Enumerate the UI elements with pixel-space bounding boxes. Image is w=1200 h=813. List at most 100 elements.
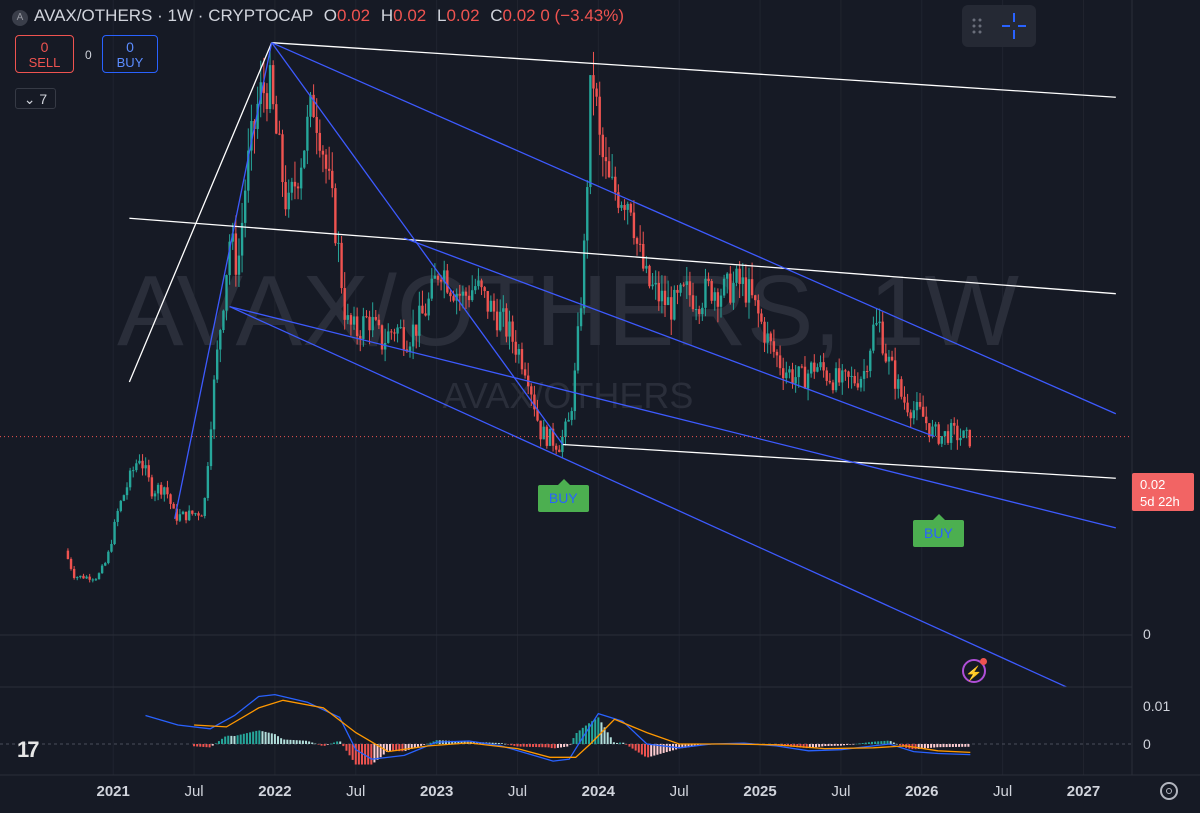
candle-body [433, 275, 437, 279]
crosshair-icon[interactable] [1002, 13, 1026, 39]
candle-body [206, 466, 210, 498]
macd-histogram-bar [364, 744, 367, 765]
tradingview-logo-icon[interactable]: 17 [17, 737, 40, 762]
macd-histogram-bar [967, 744, 970, 747]
candle-body [875, 323, 878, 325]
candle-body [312, 94, 315, 118]
candle-body [769, 333, 772, 342]
macd-histogram-bar [280, 738, 283, 744]
macd-histogram-bar [373, 744, 376, 763]
time-axis-label: 2027 [1066, 783, 1101, 800]
candle-body [377, 319, 381, 326]
candle-body [632, 212, 636, 239]
alert-bolt-icon[interactable]: ⚡ [962, 658, 987, 683]
candle-body [595, 88, 598, 97]
macd-histogram-bar [606, 732, 609, 744]
candle-body [278, 133, 281, 135]
macd-histogram-bar [958, 744, 961, 747]
candle-body [772, 341, 776, 352]
candle-body [853, 375, 856, 384]
candle-body [694, 309, 698, 311]
candle-body [259, 82, 262, 104]
symbol-header[interactable]: A AVAX/OTHERS · 1W · CRYPTOCAP O0.02 H0.0… [12, 6, 624, 26]
macd-histogram-bar [575, 733, 578, 744]
macd-histogram-bar [249, 732, 252, 744]
macd-histogram-bar [385, 744, 388, 752]
candle-body [402, 327, 405, 350]
candle-body [262, 82, 266, 94]
macd-histogram-bar [563, 744, 566, 747]
candle-body [869, 350, 872, 372]
symbol-name[interactable]: AVAX/OTHERS [34, 6, 153, 25]
macd-histogram-bar [634, 744, 637, 751]
candle-body [452, 296, 455, 301]
macd-histogram-bar [326, 744, 329, 745]
candle-body [293, 181, 297, 187]
candle-body [887, 356, 891, 362]
macd-histogram-bar [497, 742, 500, 744]
candle-body [931, 426, 934, 437]
candle-body [576, 326, 580, 371]
buy-button[interactable]: 0 BUY [102, 35, 158, 73]
macd-histogram-bar [311, 742, 314, 744]
candle-body [396, 327, 399, 334]
macd-histogram-bar [317, 744, 320, 745]
candle-body [781, 368, 785, 379]
symbol-logo-icon: A [12, 10, 28, 26]
candle-body [318, 132, 322, 151]
candle-body [122, 495, 126, 501]
macd-histogram-bar [370, 744, 373, 765]
candle-body [128, 470, 132, 488]
candle-body [834, 368, 838, 391]
candle-body [732, 282, 735, 303]
trendlines[interactable] [128, 42, 1117, 710]
macd-histogram-bar [892, 742, 895, 744]
macd-histogram-bar [895, 743, 898, 745]
macd-histogram-bar [662, 744, 665, 753]
candle-body [542, 426, 545, 440]
interval[interactable]: 1W [167, 6, 194, 25]
time-axis-label: 2025 [743, 783, 777, 800]
candle-body [91, 579, 94, 581]
candle-body [477, 280, 480, 287]
settings-gear-icon[interactable] [1160, 782, 1178, 800]
candle-body [424, 313, 427, 316]
macd-histogram-bar [581, 727, 584, 744]
candle-body [523, 369, 527, 376]
candle-body [374, 317, 377, 320]
candle-body [415, 324, 418, 336]
macd-histogram-bar [899, 744, 902, 746]
candle-body [365, 316, 368, 318]
macd-histogram-bar [211, 744, 214, 746]
time-axis-label: 2026 [905, 783, 939, 800]
candle-body [461, 291, 465, 296]
macd-histogram-bar [401, 744, 404, 752]
drag-handle-icon[interactable] [972, 18, 982, 34]
indicators-toggle[interactable]: ⌄ 7 [15, 88, 56, 109]
candle-body [489, 300, 493, 312]
chevron-down-icon: ⌄ [23, 91, 36, 107]
candle-body [747, 279, 751, 303]
candle-body [100, 565, 104, 574]
macd-histogram-bar [532, 744, 535, 747]
macd-histogram-bar [541, 744, 544, 748]
candle-body [943, 431, 947, 437]
sell-button[interactable]: 0 SELL [15, 35, 74, 73]
macd-histogram-bar [650, 744, 653, 757]
candle-body [598, 96, 601, 135]
candle-body [601, 134, 605, 158]
candle-body [850, 375, 853, 377]
drawing-toolbar[interactable] [962, 5, 1036, 47]
macd-histogram-bar [230, 735, 233, 744]
close-label: C [490, 6, 503, 25]
candle-body [362, 316, 365, 339]
candle-body [237, 255, 241, 275]
current-price-tag: 0.02 5d 22h [1132, 473, 1194, 511]
macd-histogram-bar [665, 744, 668, 753]
trendline [229, 305, 1116, 529]
trendline [174, 42, 273, 520]
macd-pane [145, 693, 971, 765]
macd-histogram-bar [693, 744, 696, 747]
candle-body [144, 465, 147, 469]
